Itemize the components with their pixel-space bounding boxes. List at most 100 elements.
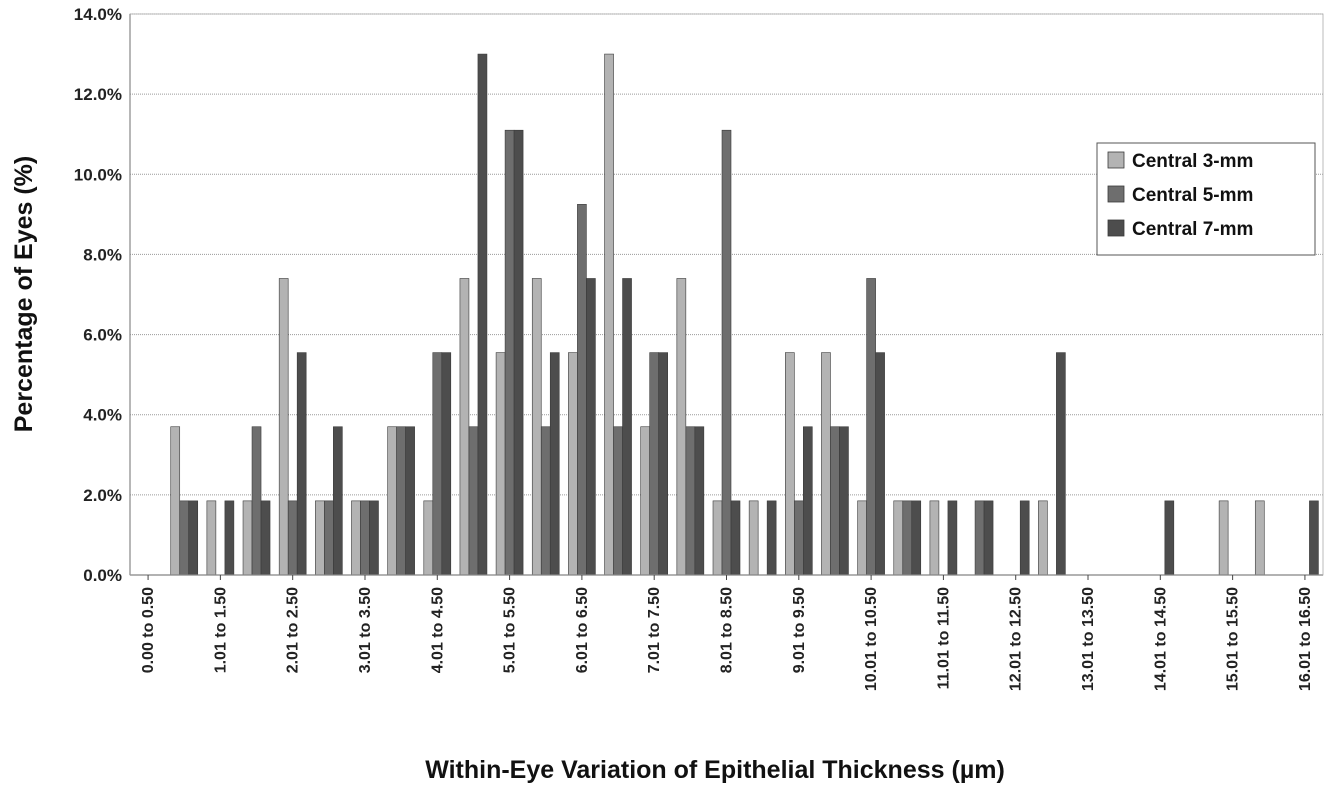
x-tick-label: 13.01 to 13.50 <box>1080 587 1097 691</box>
bar-central-5-mm <box>432 352 443 576</box>
bar-central-7-mm <box>260 500 271 576</box>
x-tick-label: 1.01 to 1.50 <box>212 587 229 673</box>
x-tick-label: 5.01 to 5.50 <box>502 587 519 673</box>
legend-label: Central 5-mm <box>1132 185 1253 206</box>
bar-central-3-mm <box>748 500 759 576</box>
x-tick-label: 6.01 to 6.50 <box>574 587 591 673</box>
x-tick-label: 4.01 to 4.50 <box>429 587 446 673</box>
bar-central-7-mm <box>947 500 958 576</box>
bar-central-7-mm <box>513 129 524 576</box>
bar-central-3-mm <box>170 426 181 576</box>
bar-central-5-mm <box>685 426 696 576</box>
bar-central-3-mm <box>785 352 795 576</box>
bar-central-5-mm <box>830 426 840 576</box>
bar-central-3-mm <box>604 53 614 576</box>
bar-central-7-mm <box>1056 352 1066 576</box>
legend-label: Central 7-mm <box>1132 219 1253 240</box>
bar-central-7-mm <box>333 426 343 576</box>
bar-central-5-mm <box>179 500 190 576</box>
y-tick-label: 14.0% <box>74 5 122 24</box>
x-tick-label: 2.01 to 2.50 <box>285 587 302 673</box>
bars <box>170 53 1319 576</box>
legend-label: Central 3-mm <box>1132 151 1253 172</box>
bar-central-7-mm <box>983 500 994 576</box>
y-axis-title: Percentage of Eyes (%) <box>10 156 38 433</box>
y-tick-labels: 0.0% 2.0% 4.0% 6.0% 8.0% 10.0% 12.0% 14.0% <box>74 5 122 585</box>
bar-central-7-mm <box>622 278 632 576</box>
bar-central-3-mm <box>387 426 397 576</box>
legend-swatch <box>1107 219 1125 237</box>
bar-central-7-mm <box>1309 500 1319 576</box>
bar-central-7-mm <box>369 500 379 576</box>
bar-central-5-mm <box>721 129 732 576</box>
bar-central-7-mm <box>658 352 668 576</box>
bar-central-3-mm <box>423 500 434 576</box>
legend-swatch <box>1107 151 1125 169</box>
bar-central-7-mm <box>730 500 741 576</box>
bar-central-5-mm <box>649 352 659 576</box>
bar-central-7-mm <box>911 500 922 576</box>
bar-central-5-mm <box>866 278 876 576</box>
x-tick-labels: 0.00 to 0.50 1.01 to 1.50 2.01 to 2.50 3.01… <box>140 575 1314 691</box>
bar-central-3-mm <box>676 278 687 576</box>
y-tick-label: 12.0% <box>74 85 122 104</box>
bar-central-3-mm <box>206 500 217 576</box>
bar-central-7-mm <box>441 352 452 576</box>
y-tick-label: 4.0% <box>83 406 122 425</box>
x-tick-label: 7.01 to 7.50 <box>646 587 663 673</box>
bar-central-3-mm <box>531 278 542 576</box>
x-tick-label: 9.01 to 9.50 <box>791 587 808 673</box>
y-tick-label: 8.0% <box>83 245 122 264</box>
bar-central-5-mm <box>902 500 913 576</box>
bar-central-7-mm <box>549 352 560 576</box>
bar-central-7-mm <box>839 426 849 576</box>
bar-central-7-mm <box>405 426 415 576</box>
y-tick-label: 2.0% <box>83 486 122 505</box>
bar-central-7-mm <box>694 426 705 576</box>
legend-box <box>1096 142 1316 256</box>
bar-central-3-mm <box>1254 500 1265 576</box>
bar-central-5-mm <box>468 426 479 576</box>
x-tick-label: 8.01 to 8.50 <box>719 587 736 673</box>
x-tick-label: 0.00 to 0.50 <box>140 587 157 673</box>
bar-central-5-mm <box>540 426 551 576</box>
bar-central-5-mm <box>251 426 262 576</box>
x-tick-label: 12.01 to 12.50 <box>1008 587 1025 691</box>
bar-central-7-mm <box>296 352 307 576</box>
y-tick-label: 0.0% <box>83 566 122 585</box>
bar-central-5-mm <box>577 204 587 576</box>
bar-central-3-mm <box>459 278 470 576</box>
bar-central-3-mm <box>857 500 867 576</box>
x-tick-label: 14.01 to 14.50 <box>1152 587 1169 691</box>
bar-central-7-mm <box>803 426 813 576</box>
bar-central-3-mm <box>351 500 361 576</box>
x-tick-label: 16.01 to 16.50 <box>1297 587 1314 691</box>
bar-central-3-mm <box>242 500 253 576</box>
bar-central-5-mm <box>396 426 406 576</box>
bar-central-7-mm <box>1164 500 1175 576</box>
bar-central-5-mm <box>974 500 985 576</box>
bar-central-3-mm <box>495 352 506 576</box>
x-tick-label: 3.01 to 3.50 <box>357 587 374 673</box>
legend-swatch <box>1107 185 1125 203</box>
bar-central-3-mm <box>568 352 578 576</box>
bar-central-5-mm <box>504 129 515 576</box>
y-tick-label: 10.0% <box>74 165 122 184</box>
bar-central-5-mm <box>287 500 298 576</box>
bar-central-7-mm <box>477 53 488 576</box>
bar-central-3-mm <box>1038 500 1048 576</box>
bar-central-3-mm <box>315 500 325 576</box>
bar-central-3-mm <box>278 278 289 576</box>
x-tick-label: 11.01 to 11.50 <box>935 587 952 689</box>
bar-central-3-mm <box>640 426 650 576</box>
y-tick-label: 6.0% <box>83 326 122 345</box>
bar-central-7-mm <box>875 352 885 576</box>
bar-central-7-mm <box>766 500 777 576</box>
x-tick-label: 15.01 to 15.50 <box>1225 587 1242 691</box>
bar-central-3-mm <box>821 352 831 576</box>
bar-central-7-mm <box>224 500 235 576</box>
bar-central-3-mm <box>1218 500 1229 576</box>
bar-central-7-mm <box>586 278 596 576</box>
